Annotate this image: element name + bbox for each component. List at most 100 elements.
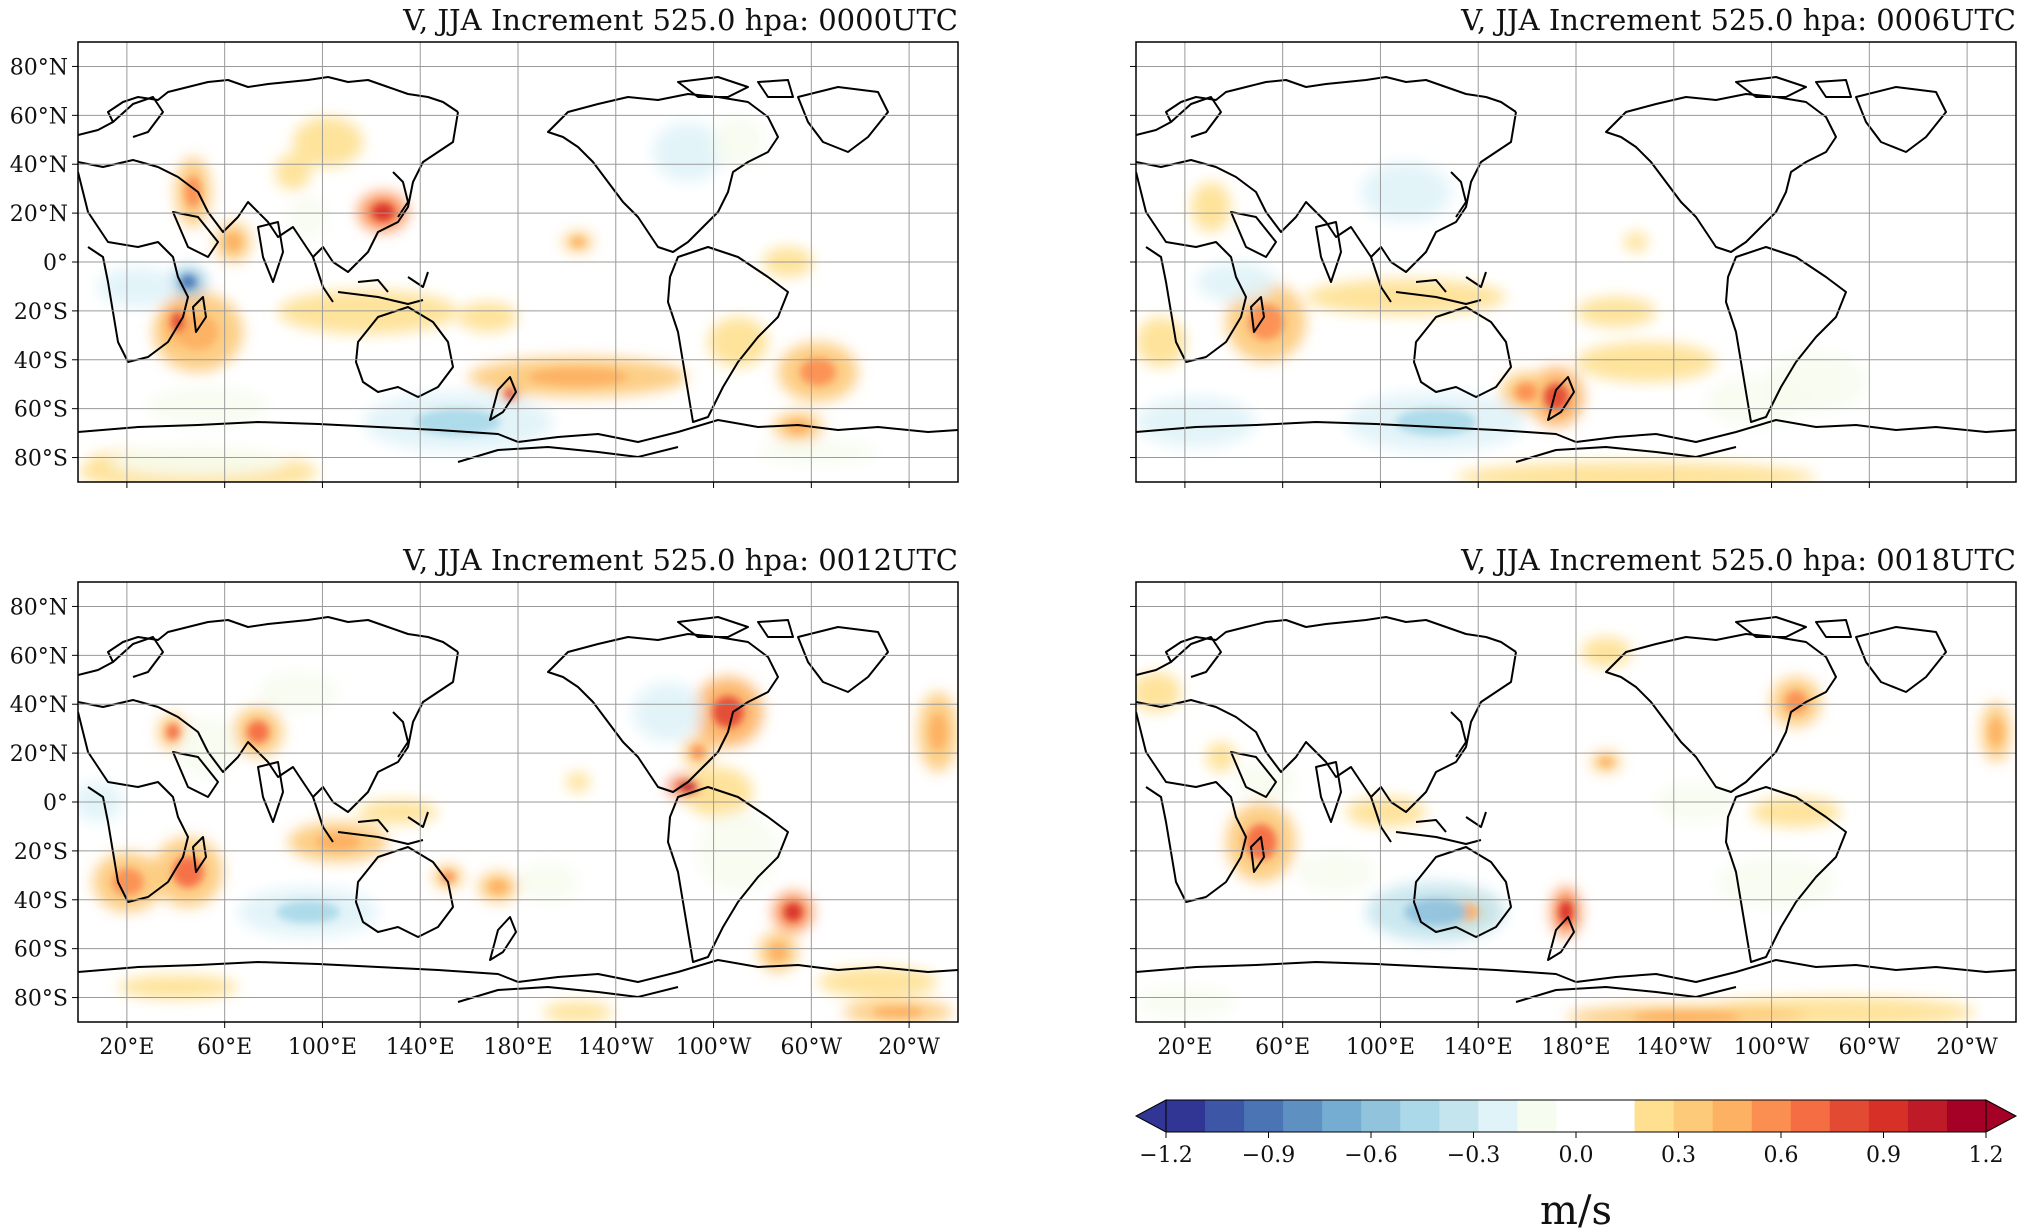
contour-core bbox=[371, 203, 395, 221]
colorbar-tick-label: 1.2 bbox=[1969, 1143, 2004, 1168]
contour-core bbox=[177, 314, 219, 350]
contour-blob bbox=[1306, 279, 1506, 315]
gridlines bbox=[1136, 582, 2016, 1022]
contour-blob bbox=[1751, 797, 1841, 827]
lat-tick-label: 20°S bbox=[14, 300, 68, 325]
lon-tick-label: 60°E bbox=[1255, 1035, 1310, 1060]
contour-blob bbox=[1716, 857, 1836, 907]
contour-blob bbox=[566, 772, 590, 792]
contour-core bbox=[691, 745, 705, 759]
contour-blob bbox=[1346, 797, 1426, 827]
lat-tick-label: 0° bbox=[43, 791, 68, 816]
map-panel-0012UTC: V, JJA Increment 525.0 hpa: 0012UTC 80°N 6… bbox=[10, 543, 959, 1060]
panel-title: V, JJA Increment 525.0 hpa: 0018UTC bbox=[1460, 543, 2016, 577]
contour-blob bbox=[293, 117, 363, 167]
lat-tick-label: 0° bbox=[43, 251, 68, 276]
colorbar-swatch bbox=[1361, 1100, 1401, 1132]
lat-tick-label: 60°S bbox=[14, 938, 68, 963]
lat-tick-label: 40°S bbox=[14, 889, 68, 914]
contour-blob bbox=[758, 440, 878, 464]
lon-tick-label: 140°W bbox=[578, 1035, 654, 1060]
contour-core bbox=[224, 233, 242, 251]
colorbar-tick-label: 0.6 bbox=[1764, 1143, 1799, 1168]
colorbar: −1.2 −0.9 −0.6 −0.3 0.0 0.3 0.6 0.9 1.2 m/s bbox=[1134, 1099, 2018, 1232]
contour-blob bbox=[98, 267, 178, 307]
lat-tick-label: 60°S bbox=[14, 398, 68, 423]
contour-core bbox=[1632, 1011, 1740, 1022]
contour-blob bbox=[1136, 672, 1181, 712]
colorbar-swatch bbox=[1244, 1100, 1284, 1132]
lat-tick-label: 20°N bbox=[10, 202, 68, 227]
gridlines bbox=[1136, 42, 2016, 482]
contour-core bbox=[929, 714, 947, 750]
colorbar-swatch bbox=[1595, 1100, 1636, 1132]
contour-core bbox=[1514, 383, 1538, 401]
colorbar-swatch bbox=[1907, 1100, 1948, 1132]
contour-blob bbox=[288, 197, 328, 237]
contour-core bbox=[415, 408, 501, 436]
contour-core bbox=[1784, 690, 1808, 714]
map-panel-0018UTC: V, JJA Increment 525.0 hpa: 0018UTC 20°E 6… bbox=[1130, 543, 2017, 1060]
colorbar-swatch bbox=[1946, 1100, 1987, 1132]
colorbar-swatch bbox=[1517, 1100, 1558, 1132]
contour-blob bbox=[1196, 262, 1276, 302]
lon-tick-label: 180°E bbox=[1541, 1035, 1610, 1060]
contour-blob bbox=[518, 862, 578, 902]
contour-core bbox=[528, 368, 628, 386]
colorbar-tick-label: 0.0 bbox=[1559, 1143, 1594, 1168]
lon-tick-label: 60°W bbox=[1839, 1035, 1901, 1060]
contour-blob bbox=[1296, 852, 1376, 892]
lon-tick-label: 100°E bbox=[288, 1035, 357, 1060]
contour-blob bbox=[633, 682, 703, 742]
contour-core bbox=[800, 358, 836, 386]
contour-blob bbox=[1624, 232, 1648, 252]
lon-tick-label: 140°E bbox=[386, 1035, 455, 1060]
lat-tick-label: 80°S bbox=[14, 447, 68, 472]
contour-core bbox=[1248, 304, 1284, 340]
colorbar-swatch bbox=[1712, 1100, 1753, 1132]
contour-core bbox=[1989, 718, 2003, 746]
contour-blob bbox=[653, 122, 723, 182]
lon-tick-label: 100°W bbox=[676, 1035, 752, 1060]
contour-blob bbox=[258, 672, 338, 712]
contour-core bbox=[112, 868, 144, 896]
lon-tick-label: 60°E bbox=[197, 1035, 252, 1060]
contour-blob bbox=[1191, 182, 1231, 232]
lat-tick-label: 20°S bbox=[14, 840, 68, 865]
lat-tick-label: 80°S bbox=[14, 987, 68, 1012]
colorbar-swatch bbox=[1322, 1100, 1362, 1132]
contour-core bbox=[873, 1006, 923, 1018]
colorbar-tick-label: −0.6 bbox=[1344, 1143, 1397, 1168]
lon-tick-label: 140°W bbox=[1636, 1035, 1712, 1060]
contour-blob bbox=[1581, 637, 1631, 667]
lon-tick-label: 20°W bbox=[878, 1035, 940, 1060]
colorbar-swatch bbox=[1205, 1100, 1245, 1132]
colorbar-swatch bbox=[1439, 1100, 1479, 1132]
contour-blob bbox=[1206, 742, 1236, 772]
contour-core bbox=[172, 856, 204, 888]
contour-blob bbox=[118, 975, 238, 999]
colorbar-swatch bbox=[1790, 1100, 1831, 1132]
panel-title: V, JJA Increment 525.0 hpa: 0012UTC bbox=[402, 543, 958, 577]
colorbar-swatch bbox=[1868, 1100, 1909, 1132]
colorbar-swatch bbox=[1478, 1100, 1519, 1132]
colorbar-extend-high bbox=[1985, 1099, 2018, 1133]
colorbar-swatch bbox=[1400, 1100, 1440, 1132]
contour-core bbox=[1543, 383, 1569, 411]
colorbar-tick-label: 0.9 bbox=[1866, 1143, 1901, 1168]
colorbar-swatch bbox=[1283, 1100, 1323, 1132]
contour-field bbox=[1136, 162, 1866, 482]
colorbar-swatch bbox=[1166, 1100, 1206, 1132]
lat-tick-label: 40°N bbox=[10, 153, 68, 178]
contour-core bbox=[179, 275, 197, 289]
contour-core bbox=[171, 312, 185, 332]
contour-core bbox=[1599, 757, 1613, 767]
contour-core bbox=[1395, 408, 1477, 436]
colorbar-unit-label: m/s bbox=[1540, 1188, 1612, 1232]
contour-core bbox=[489, 880, 507, 894]
map-panel-0000UTC: V, JJA Increment 525.0 hpa: 0000UTC 80°N 6… bbox=[10, 3, 959, 488]
contour-field bbox=[78, 672, 958, 1022]
map-panel-0006UTC: V, JJA Increment 525.0 hpa: 0006UTC bbox=[1130, 3, 2017, 488]
panels: V, JJA Increment 525.0 hpa: 0000UTC 80°N 6… bbox=[10, 3, 2017, 1060]
contour-blob bbox=[358, 800, 438, 824]
